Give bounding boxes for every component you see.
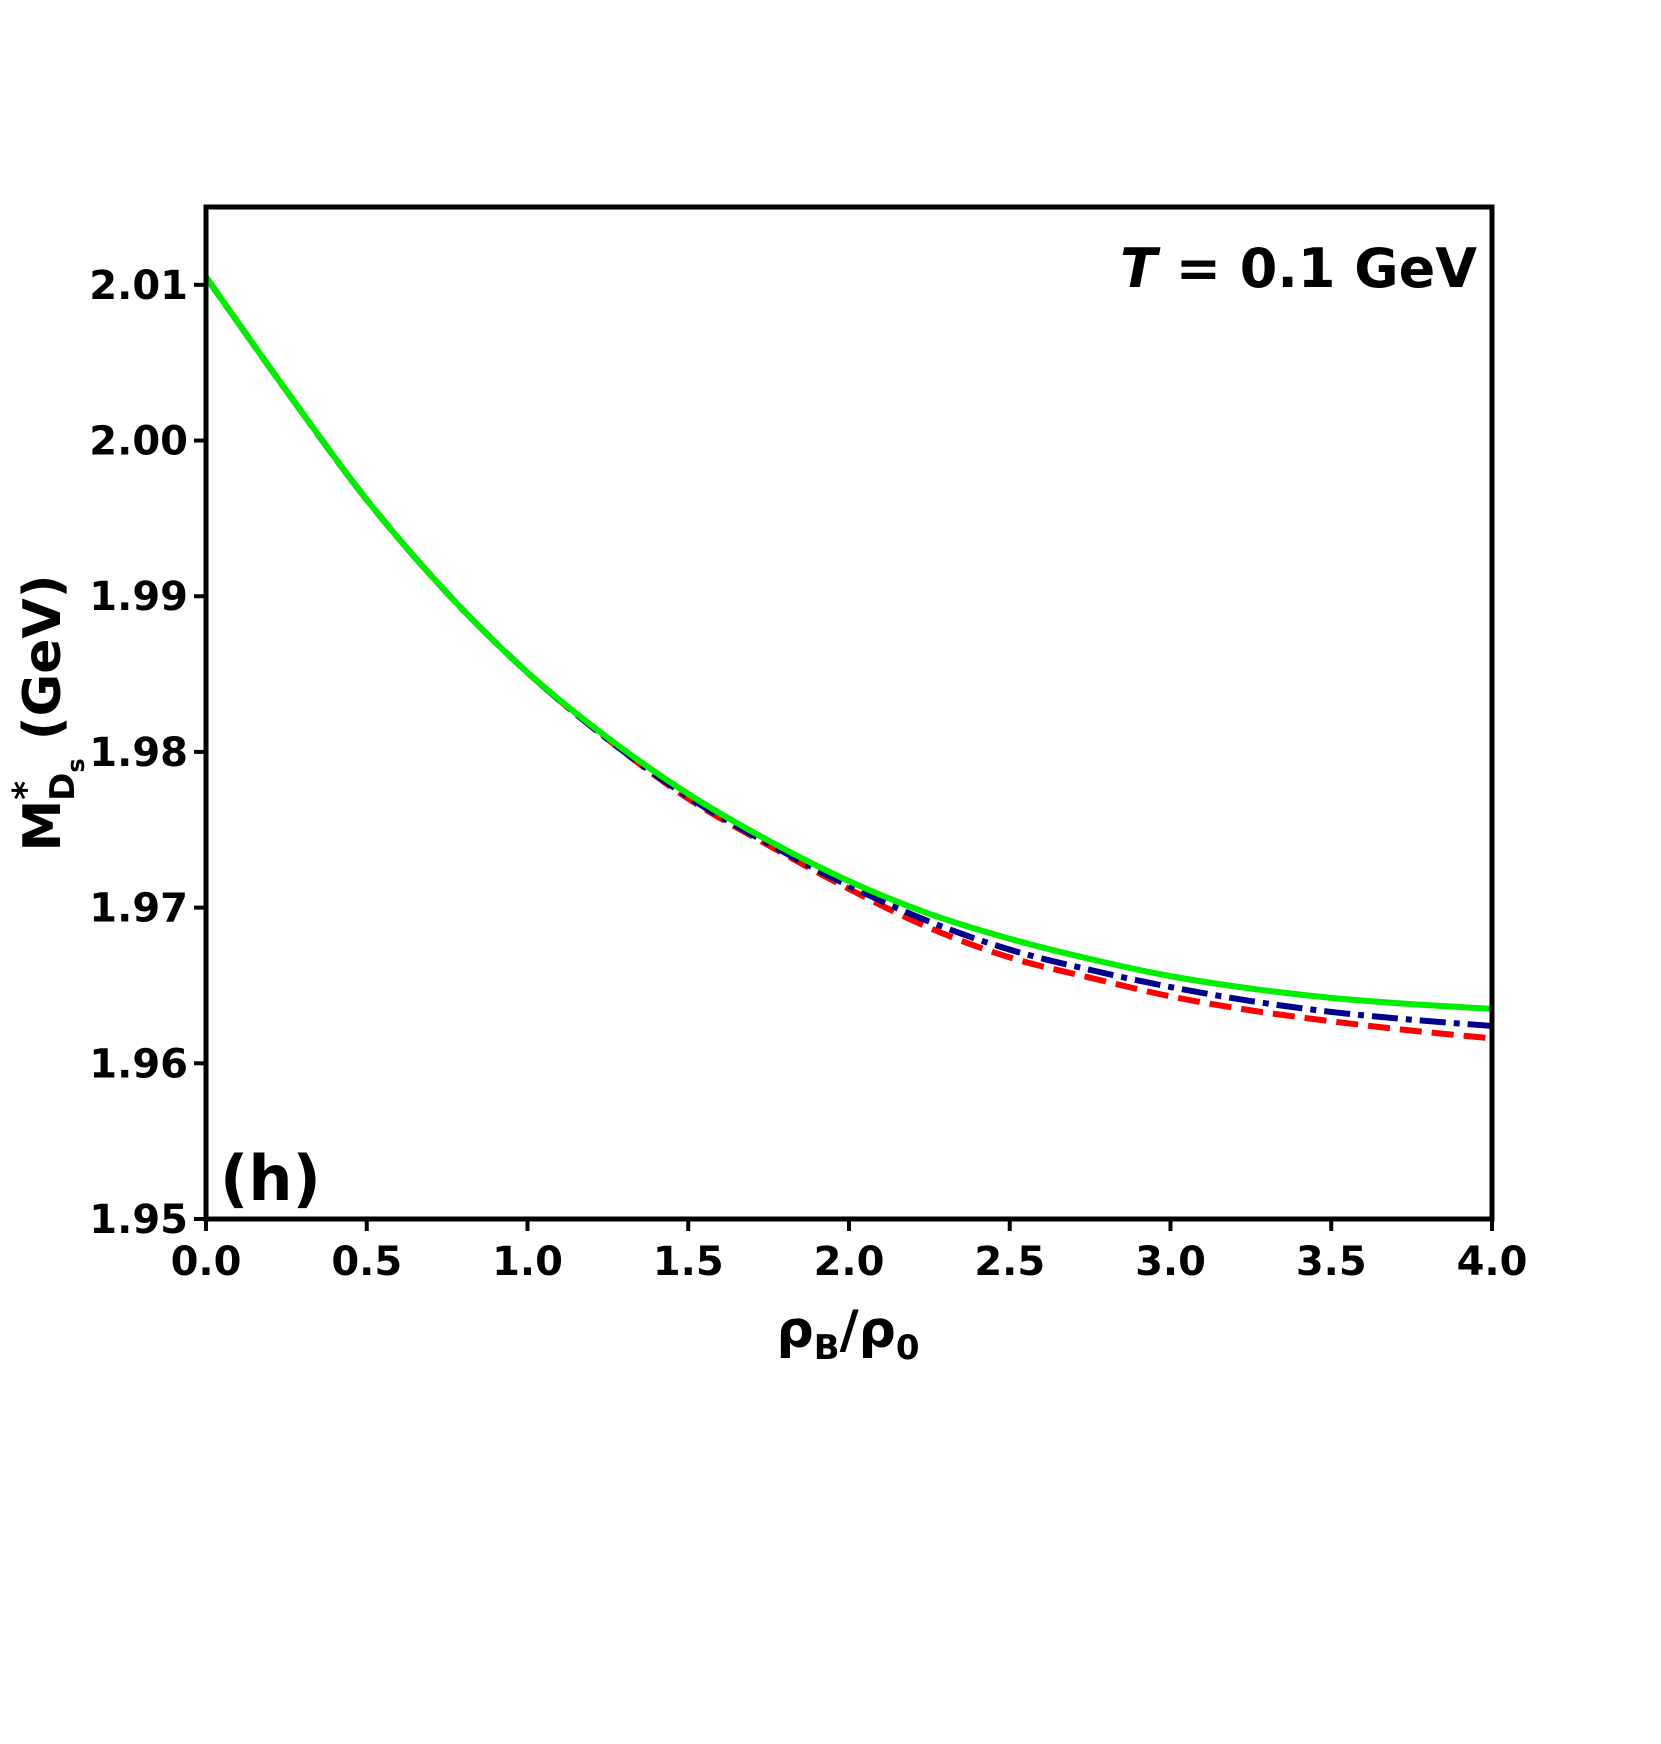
axis-ticks: 0.0 0.5 1.0 1.5 2.0 2.5 3.0 3.5 4.0 1.95 1.96 1.97 1…: [89, 263, 1527, 1285]
x-axis-title: ρB/ρ0: [776, 1300, 919, 1368]
x-tick-label: 1.5: [653, 1239, 724, 1285]
panel-label: (h): [220, 1142, 321, 1215]
y-tick-label: 2.00: [89, 419, 188, 465]
x-tick-label: 0.5: [331, 1239, 402, 1285]
y-tick-label: 1.96: [89, 1041, 188, 1087]
plot-frame: [203, 204, 1495, 1222]
x-tick-label: 0.0: [171, 1239, 242, 1285]
x-tick-label: 3.5: [1296, 1239, 1367, 1285]
series-lines: [203, 275, 1493, 1042]
x-tick-label: 4.0: [1457, 1239, 1528, 1285]
y-tick-label: 1.99: [89, 574, 188, 620]
y-tick-label: 1.95: [89, 1197, 188, 1243]
y-tick-label: 1.98: [89, 730, 188, 776]
y-axis-title: M*Ds (GeV): [6, 575, 90, 852]
x-tick-label: 1.0: [492, 1239, 563, 1285]
x-tick-label: 2.0: [814, 1239, 885, 1285]
y-tick-label: 1.97: [89, 886, 188, 932]
series-line-1-dashed: [203, 275, 1493, 1042]
series-line-2-dashdot: [203, 275, 1493, 1029]
y-tick-label: 2.01: [89, 263, 188, 309]
series-line-3-solid: [203, 275, 1493, 1012]
x-tick-label: 3.0: [1135, 1239, 1206, 1285]
x-tick-label: 2.5: [974, 1239, 1045, 1285]
temperature-annotation: T = 0.1 GeV: [1120, 237, 1477, 300]
